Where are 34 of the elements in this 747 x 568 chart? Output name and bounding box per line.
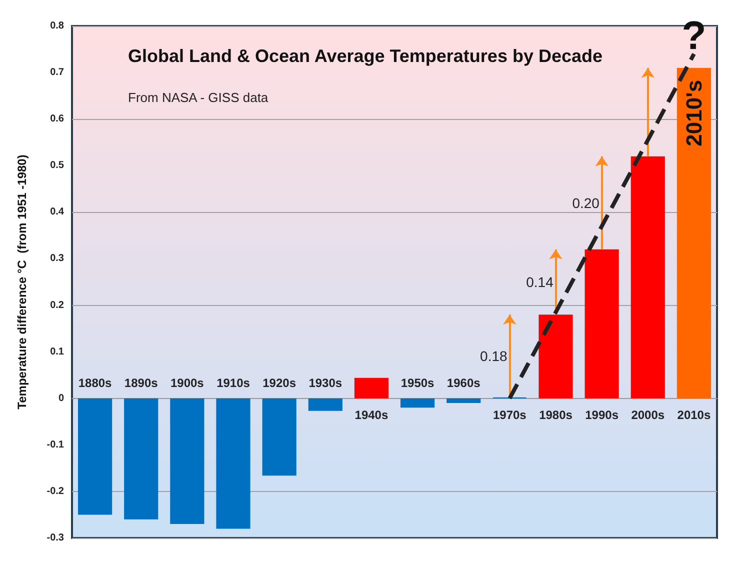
- y-tick-label: 0.1: [50, 346, 64, 358]
- text: From NASA - GISS data: [128, 90, 269, 105]
- x-tick-label: 1970s: [492, 408, 527, 422]
- x-tick-label: 1880s: [78, 376, 112, 390]
- y-tick-label: 0: [58, 392, 64, 404]
- annotation: 0.14: [526, 274, 554, 290]
- x-tick-label: 1920s: [262, 376, 296, 390]
- x-tick-label: 1940s: [354, 408, 388, 422]
- y-tick-label: 0.3: [50, 253, 64, 264]
- text: Global Land & Ocean Average Temperatures by Decade: [128, 46, 602, 66]
- x-tick-label: 1900s: [170, 376, 204, 390]
- x-tick-label: 1990s: [585, 408, 619, 422]
- y-tick-label: 0.6: [50, 114, 64, 125]
- x-tick-label: 1910s: [216, 376, 250, 390]
- y-tick-label: 0.7: [50, 67, 64, 78]
- x-tick-label: 1930s: [308, 376, 342, 390]
- x-tick-label: 1980s: [539, 408, 573, 422]
- x-tick-label: 2000s: [631, 408, 665, 422]
- y-tick-label: 0.5: [50, 160, 64, 172]
- annotation: ?: [682, 14, 706, 58]
- x-tick-label: 2010s: [677, 408, 711, 422]
- annotation: 0.20: [572, 194, 600, 211]
- y-tick-label: -0.2: [46, 486, 64, 497]
- y-tick-label: 0.8: [50, 20, 64, 32]
- y-tick-label: 0.4: [50, 206, 64, 218]
- x-tick-label: 1960s: [446, 376, 481, 390]
- annotation: 2010's: [681, 80, 706, 146]
- y-tick-label: 0.2: [50, 300, 64, 311]
- y-axis-title: Temperature difference °C (from 1951 -1980): [15, 154, 29, 410]
- annotation: 0.18: [480, 348, 508, 364]
- x-tick-label: 1890s: [124, 376, 158, 390]
- x-tick-label: 1950s: [400, 376, 435, 390]
- y-tick-label: -0.1: [46, 439, 64, 450]
- y-tick-label: -0.3: [46, 532, 64, 544]
